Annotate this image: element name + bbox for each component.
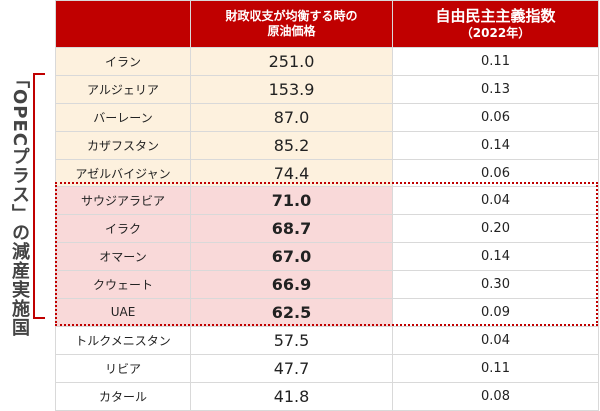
table-cell: 153.9 bbox=[190, 74, 393, 104]
table-cell: クウェート bbox=[55, 270, 191, 300]
table-cell: カザフスタン bbox=[55, 130, 191, 160]
table-cell: 66.9 bbox=[190, 270, 393, 300]
header-text: 自由民主主義指数 bbox=[435, 7, 556, 26]
header-text: 財政収支が均衡する時の bbox=[225, 9, 358, 23]
table-cell: 85.2 bbox=[190, 130, 393, 160]
table-cell: 62.5 bbox=[190, 298, 393, 327]
table-cell: 57.5 bbox=[190, 325, 393, 355]
table-cell: 67.0 bbox=[190, 242, 393, 272]
side-label: 「OPECプラス」の減産実施国 bbox=[9, 70, 30, 337]
table-cell: トルクメニスタン bbox=[55, 325, 191, 355]
table-cell: 0.06 bbox=[392, 102, 599, 132]
header-cell: 自由民主主義指数 （2022年） bbox=[392, 0, 599, 48]
header-cell bbox=[55, 0, 191, 48]
table-cell: アゼルバイジャン bbox=[55, 158, 191, 188]
table-cell: リビア bbox=[55, 353, 191, 383]
table-cell: 71.0 bbox=[190, 186, 393, 216]
table-cell: 87.0 bbox=[190, 102, 393, 132]
table-row: カザフスタン 85.2 0.14 bbox=[55, 130, 599, 160]
table-cell: 0.09 bbox=[392, 298, 599, 327]
header-text: （2022年） bbox=[460, 25, 531, 40]
table-cell: カタール bbox=[55, 381, 191, 411]
table-cell: 47.7 bbox=[190, 353, 393, 383]
table-cell: 0.20 bbox=[392, 214, 599, 244]
table-row: トルクメニスタン 57.5 0.04 bbox=[55, 325, 599, 355]
table-cell: イラン bbox=[55, 47, 191, 76]
table-cell: 251.0 bbox=[190, 47, 393, 76]
table-row: イラン 251.0 0.11 bbox=[55, 47, 599, 76]
table-row: カタール 41.8 0.08 bbox=[55, 381, 599, 411]
table-row: イラク 68.7 0.20 bbox=[55, 214, 599, 244]
table-row: UAE 62.5 0.09 bbox=[55, 298, 599, 327]
table-row: オマーン 67.0 0.14 bbox=[55, 242, 599, 272]
table-cell: 0.11 bbox=[392, 353, 599, 383]
table-cell: オマーン bbox=[55, 242, 191, 272]
table-row: アルジェリア 153.9 0.13 bbox=[55, 74, 599, 104]
table-cell: 0.13 bbox=[392, 74, 599, 104]
table-row: クウェート 66.9 0.30 bbox=[55, 270, 599, 300]
table-cell: 0.14 bbox=[392, 130, 599, 160]
table-cell: 0.08 bbox=[392, 381, 599, 411]
table-row: バーレーン 87.0 0.06 bbox=[55, 102, 599, 132]
table-row: サウジアラビア 71.0 0.04 bbox=[55, 186, 599, 216]
table-cell: アルジェリア bbox=[55, 74, 191, 104]
table-body: イラン 251.0 0.11 アルジェリア 153.9 0.13 バーレーン 87.0 0.06… bbox=[55, 47, 599, 411]
table-row: アゼルバイジャン 74.4 0.06 bbox=[55, 158, 599, 188]
table-cell: 0.14 bbox=[392, 242, 599, 272]
table-cell: バーレーン bbox=[55, 102, 191, 132]
table-cell: サウジアラビア bbox=[55, 186, 191, 216]
header-row: 財政収支が均衡する時の 原油価格 自由民主主義指数 （2022年） bbox=[55, 0, 599, 48]
table-row: リビア 47.7 0.11 bbox=[55, 353, 599, 383]
table-cell: UAE bbox=[55, 298, 191, 327]
table-cell: 68.7 bbox=[190, 214, 393, 244]
table-cell: 0.04 bbox=[392, 186, 599, 216]
bracket bbox=[33, 73, 45, 319]
header-text: 原油価格 bbox=[267, 24, 316, 38]
table-cell: 74.4 bbox=[190, 158, 393, 188]
table-cell: イラク bbox=[55, 214, 191, 244]
table-cell: 41.8 bbox=[190, 381, 393, 411]
header-cell: 財政収支が均衡する時の 原油価格 bbox=[190, 0, 393, 48]
table-cell: 0.06 bbox=[392, 158, 599, 188]
table-cell: 0.30 bbox=[392, 270, 599, 300]
table-cell: 0.11 bbox=[392, 47, 599, 76]
table-cell: 0.04 bbox=[392, 325, 599, 355]
table: 財政収支が均衡する時の 原油価格 自由民主主義指数 （2022年） イラン 251.0 0… bbox=[55, 0, 599, 411]
